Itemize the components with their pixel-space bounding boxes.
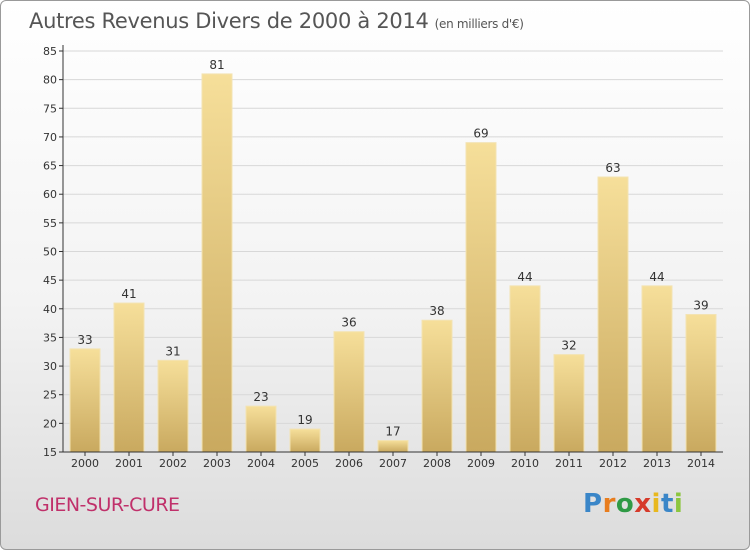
y-tick-label: 65 (43, 160, 57, 173)
y-tick-label: 30 (43, 360, 57, 373)
bar-value-label: 23 (253, 390, 268, 404)
logo-letter: i (651, 489, 661, 519)
bar-value-label: 41 (121, 287, 136, 301)
x-tick-label: 2001 (115, 457, 143, 470)
logo-letter: r (602, 489, 616, 519)
bar-value-label: 32 (561, 339, 576, 353)
bar (421, 319, 453, 453)
x-tick-label: 2008 (423, 457, 451, 470)
bar (157, 359, 189, 453)
y-tick-label: 40 (43, 303, 57, 316)
bar-value-label: 69 (473, 127, 488, 141)
x-tick-label: 2000 (71, 457, 99, 470)
y-tick-label: 70 (43, 131, 57, 144)
bar (553, 354, 585, 453)
bar-value-label: 44 (517, 270, 532, 284)
x-tick-label: 2005 (291, 457, 319, 470)
y-tick-label: 20 (43, 417, 57, 430)
y-tick-label: 75 (43, 102, 57, 115)
chart-title: Autres Revenus Divers de 2000 à 2014 (en … (29, 9, 524, 33)
bar-value-label: 63 (605, 161, 620, 175)
y-tick-label: 80 (43, 74, 57, 87)
y-tick-label: 45 (43, 274, 57, 287)
bar-value-label: 17 (385, 425, 400, 439)
logo-letter: o (615, 489, 635, 519)
bar (333, 331, 365, 453)
x-tick-label: 2007 (379, 457, 407, 470)
bar-value-label: 38 (429, 304, 444, 318)
y-tick-label: 50 (43, 246, 57, 259)
x-tick-label: 2006 (335, 457, 363, 470)
bar (377, 440, 409, 453)
bar-value-label: 36 (341, 316, 356, 330)
bar (685, 314, 717, 453)
bar-value-label: 39 (693, 299, 708, 313)
x-tick-label: 2002 (159, 457, 187, 470)
logo-letter: P (583, 489, 603, 519)
y-tick-label: 35 (43, 331, 57, 344)
bar (465, 142, 497, 453)
bar-value-label: 33 (77, 333, 92, 347)
x-tick-label: 2004 (247, 457, 275, 470)
y-tick-label: 55 (43, 217, 57, 230)
x-tick-label: 2003 (203, 457, 231, 470)
logo-letter: x (634, 489, 652, 519)
y-tick-label: 15 (43, 446, 57, 459)
bar-value-label: 81 (209, 58, 224, 72)
chart-title-unit: (en milliers d'€) (434, 17, 524, 31)
x-tick-label: 2014 (687, 457, 715, 470)
bar (289, 428, 321, 453)
chart-title-text: Autres Revenus Divers de 2000 à 2014 (29, 9, 429, 33)
y-tick-label: 60 (43, 188, 57, 201)
bar (597, 176, 629, 453)
proxiti-logo: Proxiti (583, 489, 683, 519)
bar (113, 302, 145, 453)
x-tick-label: 2012 (599, 457, 627, 470)
bar (509, 285, 541, 453)
place-name: GIEN-SUR-CURE (35, 494, 180, 516)
bar (69, 348, 101, 453)
logo-letter: i (673, 489, 684, 519)
y-tick-label: 85 (43, 45, 57, 58)
bar (201, 73, 233, 453)
bar (245, 405, 277, 453)
bar-value-label: 31 (165, 344, 180, 358)
bar-value-label: 44 (649, 270, 664, 284)
x-tick-label: 2011 (555, 457, 583, 470)
logo-letter: t (660, 489, 674, 519)
y-tick-label: 25 (43, 389, 57, 402)
bar (641, 285, 673, 453)
bar-value-label: 19 (297, 413, 312, 427)
x-tick-label: 2013 (643, 457, 671, 470)
x-tick-label: 2010 (511, 457, 539, 470)
x-tick-label: 2009 (467, 457, 495, 470)
